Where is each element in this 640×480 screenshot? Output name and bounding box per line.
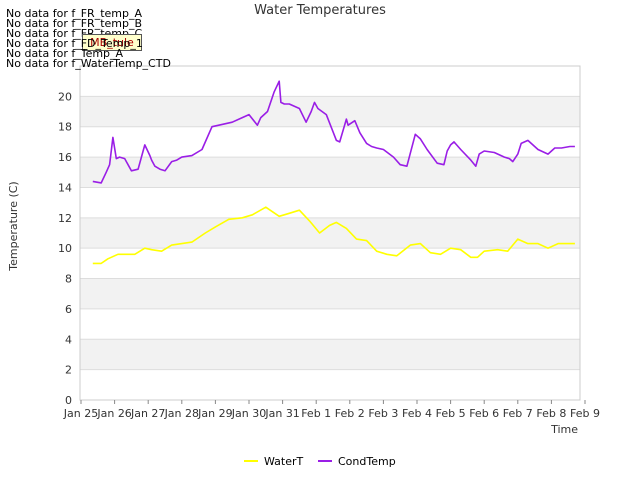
- y-tick-label: 0: [65, 394, 72, 407]
- x-axis-label: Time: [550, 423, 578, 436]
- y-axis-ticks: 0 2 4 6 8 10 12 14 16 18 20: [58, 90, 72, 407]
- background-band: [80, 339, 580, 370]
- x-tick-label: Feb 5: [436, 407, 466, 420]
- background-band: [80, 248, 580, 279]
- no-data-message: No data for f_Temp_A: [6, 47, 124, 60]
- y-tick-label: 10: [58, 242, 72, 255]
- x-tick-label: Feb 2: [335, 407, 365, 420]
- y-tick-label: 12: [58, 212, 72, 225]
- background-band: [80, 157, 580, 188]
- y-tick-label: 8: [65, 273, 72, 286]
- chart-title: Water Temperatures: [254, 3, 386, 18]
- x-tick-label: Feb 3: [368, 407, 398, 420]
- plot-area-border: [79, 65, 581, 401]
- no-data-message: No data for f_FR_temp_B: [6, 17, 143, 30]
- mb-tule-tag[interactable]: MB_tule: [82, 34, 142, 51]
- y-tick-label: 18: [58, 121, 72, 134]
- x-tick-label: Jan 30: [231, 407, 266, 420]
- background-band: [80, 126, 580, 158]
- background-band: [80, 217, 580, 249]
- background-band: [80, 66, 580, 97]
- background-band: [80, 187, 580, 218]
- x-axis-ticks: Jan 25 Jan 26 Jan 27 Jan 28 Jan 29 Jan 30 Jan …: [63, 400, 600, 420]
- x-tick-label: Jan 28: [164, 407, 199, 420]
- legend: WaterT CondTemp: [244, 455, 396, 468]
- background-band: [80, 308, 580, 340]
- legend-label-watert: WaterT: [264, 455, 304, 468]
- x-tick-label: Feb 6: [469, 407, 499, 420]
- x-tick-label: Feb 8: [536, 407, 566, 420]
- legend-label-condtemp: CondTemp: [338, 455, 396, 468]
- series-line-watert: [92, 206, 575, 265]
- x-tick-label: Feb 9: [570, 407, 600, 420]
- no-data-message: No data for f_WaterTemp_CTD: [6, 57, 171, 70]
- x-tick-label: Feb 7: [503, 407, 533, 420]
- plot-background-bands: [80, 66, 580, 401]
- no-data-message: No data for f_FR_temp_C: [6, 27, 143, 40]
- y-axis-label: Temperature (C): [7, 181, 20, 271]
- y-tick-label: 20: [58, 90, 72, 103]
- x-tick-label: Jan 29: [197, 407, 232, 420]
- y-tick-label: 6: [65, 303, 72, 316]
- x-tick-label: Feb 1: [301, 407, 331, 420]
- x-tick-label: Jan 27: [130, 407, 165, 420]
- background-band: [80, 96, 580, 127]
- no-data-message: No data for f_FD_Temp_1: [6, 37, 143, 50]
- y-tick-label: 2: [65, 364, 72, 377]
- no-data-message: No data for f_FR_temp_A: [6, 7, 142, 20]
- x-tick-label: Jan 26: [96, 407, 131, 420]
- y-tick-label: 4: [65, 333, 72, 346]
- x-tick-label: Jan 31: [264, 407, 299, 420]
- y-tick-label: 16: [58, 151, 72, 164]
- background-band: [80, 369, 580, 400]
- series-line-condtemp: [92, 80, 575, 184]
- series-lines: [92, 80, 575, 265]
- x-tick-label: Jan 25: [63, 407, 98, 420]
- background-band: [80, 278, 580, 309]
- x-tick-label: Feb 4: [402, 407, 432, 420]
- y-tick-label: 14: [58, 181, 72, 194]
